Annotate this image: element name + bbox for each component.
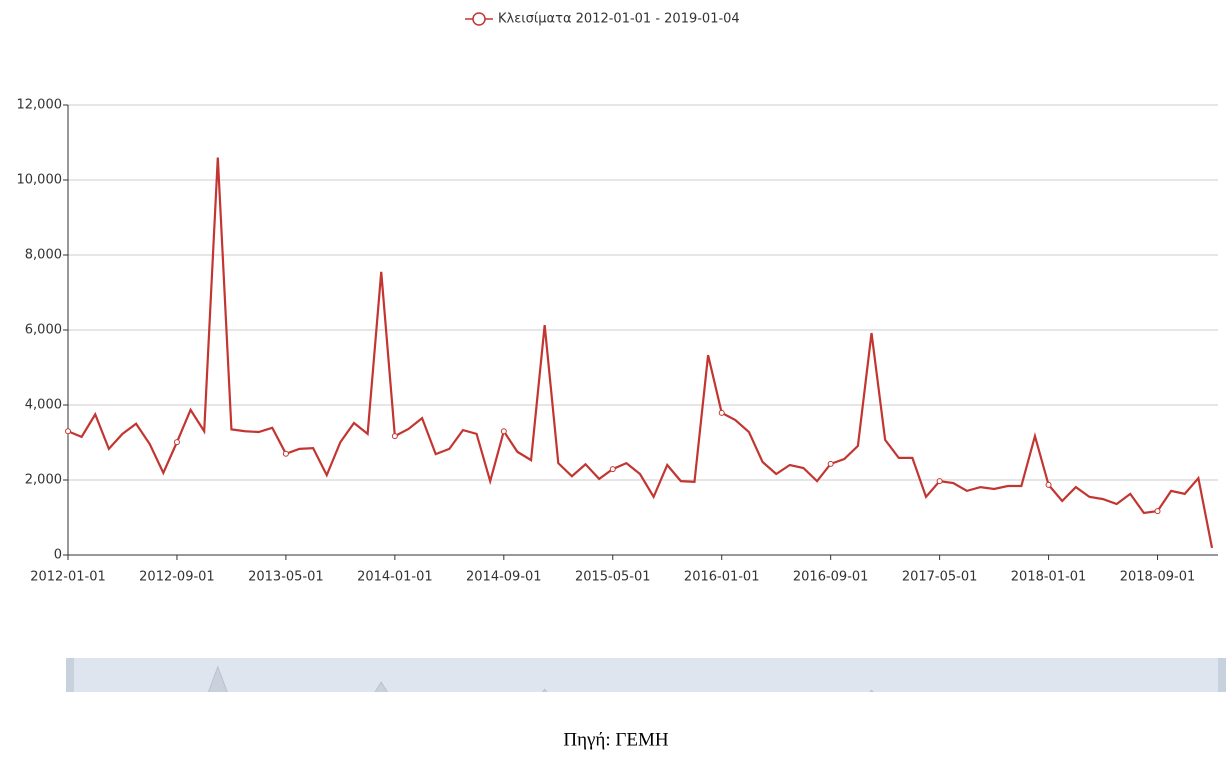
point [1154, 508, 1161, 515]
point [827, 460, 834, 467]
point [500, 428, 507, 435]
x-tick-label: 2014-01-01 [357, 570, 433, 585]
point [173, 439, 180, 446]
x-tick-label: 2018-01-01 [1011, 570, 1087, 585]
y-tick-label: 0 [54, 548, 62, 563]
legend-symbol [472, 12, 486, 26]
point [609, 466, 616, 473]
zoom-handle[interactable] [1218, 658, 1226, 692]
x-tick-label: 2016-01-01 [684, 570, 760, 585]
source: Πηγή: ΓΕΜΗ [563, 729, 669, 750]
x-tick-label: 2017-05-01 [902, 570, 978, 585]
x-tick-label: 2014-09-01 [466, 570, 542, 585]
y-tick-label: 12,000 [17, 98, 63, 113]
legend-label: Κλεισίματα 2012-01-01 - 2019-01-04 [498, 12, 740, 27]
point [718, 409, 725, 416]
point [936, 478, 943, 485]
point [391, 433, 398, 440]
y-tick-label: 8,000 [25, 248, 62, 263]
zoom-handle[interactable] [66, 658, 74, 692]
point [1045, 481, 1052, 488]
x-tick-label: 2016-09-01 [793, 570, 869, 585]
series-line [67, 157, 1214, 549]
x-tick-label: 2012-01-01 [30, 570, 106, 585]
y-tick-label: 6,000 [25, 323, 62, 338]
y-tick-label: 4,000 [25, 398, 62, 413]
zoom-slider[interactable] [70, 658, 1222, 692]
x-tick-label: 2018-09-01 [1120, 570, 1196, 585]
point [65, 428, 71, 435]
point [282, 450, 289, 457]
x-tick-label: 2015-05-01 [575, 570, 651, 585]
y-tick-label: 10,000 [17, 173, 63, 188]
x-tick-label: 2013-05-01 [248, 570, 324, 585]
y-tick-label: 2,000 [25, 473, 62, 488]
x-tick-label: 2012-09-01 [139, 570, 215, 585]
